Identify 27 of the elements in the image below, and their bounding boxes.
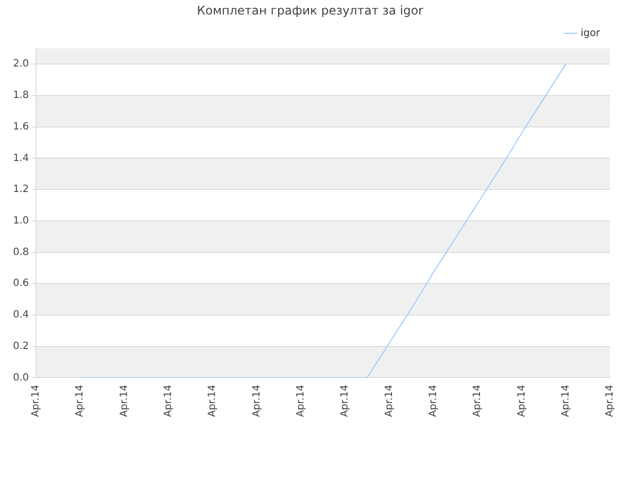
x-tick-label: Apr.14 [251, 384, 262, 418]
x-tick-label: Apr.14 [340, 384, 351, 418]
y-tick-label: 0.0 [12, 372, 29, 384]
y-tick-label: 0.4 [12, 310, 29, 321]
y-tick-label: 1.0 [12, 215, 29, 226]
y-tick-label: 1.8 [12, 90, 29, 102]
x-tick-label: Apr.14 [560, 384, 572, 418]
x-tick-label: Apr.14 [118, 384, 130, 418]
x-tick-label: Apr.14 [30, 384, 42, 418]
x-tick-label: Apr.14 [207, 384, 218, 418]
x-tick-label: Apr.14 [295, 384, 306, 418]
x-tick-label: Apr.14 [428, 384, 439, 418]
chart-title: Комплетан график резултат за igor [196, 3, 424, 18]
x-tick-label: Apr.14 [162, 384, 174, 418]
y-tick-label: 1.2 [12, 184, 29, 196]
x-tick-label: Apr.14 [604, 384, 616, 418]
y-tick-label: 0.6 [12, 278, 29, 290]
y-tick-label: 2.0 [12, 58, 29, 70]
y-tick-label: 1.4 [12, 152, 29, 164]
y-tick-label: 0.8 [12, 246, 29, 258]
x-tick-label: Apr.14 [516, 384, 528, 418]
x-tick-label: Apr.14 [74, 384, 86, 418]
x-tick-label: Apr.14 [472, 384, 484, 418]
legend-label: igor [580, 28, 601, 39]
x-tick-label: Apr.14 [384, 384, 395, 418]
y-tick-label: 1.6 [12, 121, 29, 132]
y-tick-label: 0.2 [12, 340, 29, 352]
